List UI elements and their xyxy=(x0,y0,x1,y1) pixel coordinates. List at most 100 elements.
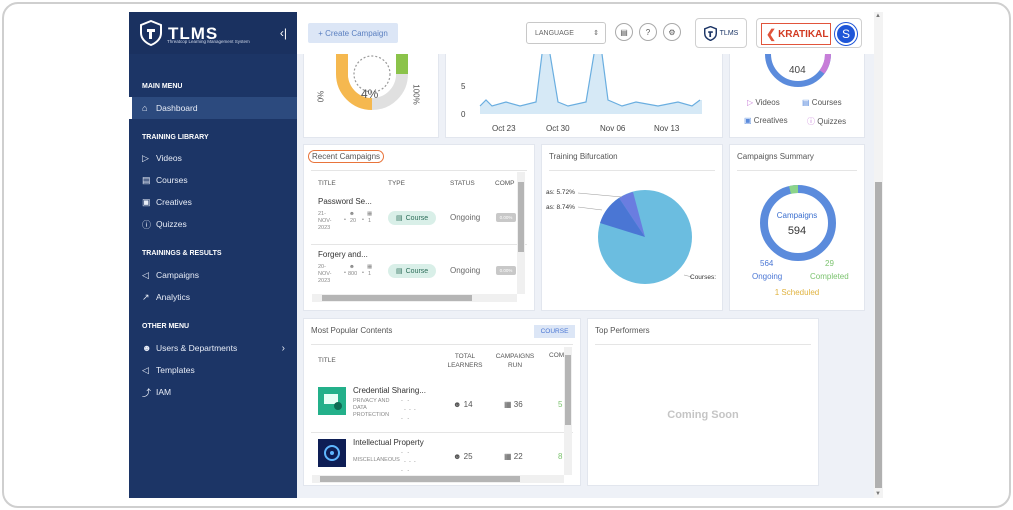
app: TLMS Threatcop Learning Management Syste… xyxy=(129,12,883,498)
y-tick-0: 0 xyxy=(461,110,466,119)
home-icon: ⌂ xyxy=(142,103,148,113)
scroll-thumb[interactable] xyxy=(320,476,520,482)
gauge-min-label: 0% xyxy=(316,90,326,103)
gauge-max-label: 100% xyxy=(411,84,421,105)
legend-creatives: ▣ Creatives xyxy=(744,116,788,125)
col-completion: COMP xyxy=(495,180,515,187)
learners-icon: ☻ xyxy=(453,452,462,461)
book-icon: ▤ xyxy=(142,174,151,185)
sidebar-item-templates[interactable]: ◁ Templates xyxy=(129,359,297,381)
sidebar-item-dashboard[interactable]: ⌂ Dashboard xyxy=(129,97,297,119)
sidebar-item-users-departments[interactable]: ☻ Users & Departments › xyxy=(129,337,297,359)
scroll-thumb[interactable] xyxy=(322,295,472,301)
sidebar-item-analytics[interactable]: ↗ Analytics xyxy=(129,286,297,308)
completion-pill: 0.00% xyxy=(496,213,516,222)
col-status: STATUS xyxy=(450,180,475,187)
sidebar-item-label: Templates xyxy=(156,365,195,375)
horizontal-scrollbar[interactable] xyxy=(312,475,564,483)
avatar[interactable]: S xyxy=(835,23,857,45)
brand: TLMS Threatcop Learning Management Syste… xyxy=(129,12,297,54)
megaphone-icon: ◁ xyxy=(142,269,149,280)
tlms-badge-label: TLMS xyxy=(719,29,739,37)
scroll-thumb[interactable] xyxy=(875,182,882,488)
course-filter-badge[interactable]: COURSE xyxy=(534,325,575,338)
learners-icon: ☻ xyxy=(453,400,462,409)
dot-separator-icon: • xyxy=(362,217,364,223)
dot-separator-icon: - - - - -- - xyxy=(401,398,416,422)
create-campaign-button[interactable]: + Create Campaign xyxy=(308,23,398,43)
sidebar-item-videos[interactable]: ▷ Videos xyxy=(129,147,297,169)
campaigns-summary-card: Campaigns Summary Campaigns 594 564 Ongo… xyxy=(729,144,865,311)
brand-subtitle: Threatcop Learning Management System xyxy=(167,39,250,44)
section-training-library: TRAINING LIBRARY xyxy=(142,134,209,141)
sidebar-item-creatives[interactable]: ▣ Creatives xyxy=(129,191,297,213)
campaigns-summary-title: Campaigns Summary xyxy=(737,152,814,161)
collapse-sidebar-icon[interactable]: ‹| xyxy=(279,26,287,40)
completed-value: 29 xyxy=(825,259,834,268)
scroll-thumb[interactable] xyxy=(565,355,571,425)
horizontal-scrollbar[interactable] xyxy=(312,294,517,302)
gear-icon[interactable]: ⚙ xyxy=(663,23,681,41)
section-other-menu: OTHER MENU xyxy=(142,323,190,330)
pie-label-1: as: 5.72% xyxy=(546,189,575,196)
org-logo: ❮ KRATIKAL xyxy=(761,23,831,45)
sidebar-item-label: Analytics xyxy=(156,292,191,302)
language-select-label: LANGUAGE xyxy=(535,29,574,37)
tlms-badge[interactable]: TLMS xyxy=(695,18,747,48)
campaign-title: Forgery and... xyxy=(318,250,368,259)
scroll-thumb[interactable] xyxy=(518,182,524,252)
sidebar-item-label: Quizzes xyxy=(156,219,187,229)
popular-contents-title: Most Popular Contents xyxy=(311,326,393,335)
brand-name: TLMS xyxy=(168,23,219,43)
campaign-status: Ongoing xyxy=(450,266,481,275)
sidebar-item-iam[interactable]: ⤴ IAM xyxy=(129,381,297,403)
ring-center-total: 594 xyxy=(787,225,807,237)
runs-icon: ▦ xyxy=(504,400,512,409)
y-tick-5: 5 xyxy=(461,82,466,91)
vertical-scrollbar[interactable] xyxy=(564,347,572,475)
campaigns-ring-chart xyxy=(760,185,836,261)
language-select[interactable]: LANGUAGE ⇕ xyxy=(526,22,606,44)
scroll-up-icon[interactable]: ▲ xyxy=(875,13,881,19)
org-switcher[interactable]: ❮ KRATIKAL S xyxy=(756,18,862,48)
content-summary-card: 404 ▷ Videos ▤ Courses ▣ Creatives ⓘ Qui… xyxy=(729,54,865,138)
campaign-status: Ongoing xyxy=(450,213,481,222)
book-icon: ▤ xyxy=(396,268,403,275)
completion-gauge-card: 4% 0% 100% xyxy=(303,54,439,138)
divider xyxy=(311,432,573,433)
book-icon[interactable]: ▤ xyxy=(615,23,633,41)
chart-icon: ↗ xyxy=(142,291,150,302)
recent-campaigns-card: Recent Campaigns TITLE TYPE STATUS COMP … xyxy=(303,144,535,311)
megaphone-icon: ◁ xyxy=(142,364,149,375)
ongoing-value: 564 xyxy=(760,259,774,268)
help-icon[interactable]: ? xyxy=(639,23,657,41)
thumbnail-illustration-icon xyxy=(324,445,340,461)
content-thumbnail xyxy=(318,387,346,415)
coming-soon-text: Coming Soon xyxy=(667,409,739,421)
book-icon: ▤ xyxy=(802,98,810,107)
image-icon: ▣ xyxy=(744,116,752,125)
content-title: Intellectual Property xyxy=(353,438,424,447)
learners-count: ☻ 14 xyxy=(453,400,473,409)
runs-icon: ▦ xyxy=(367,264,373,270)
scroll-down-icon[interactable]: ▼ xyxy=(875,491,881,497)
training-bifurcation-title: Training Bifurcation xyxy=(549,152,618,161)
activity-line-chart xyxy=(479,54,702,114)
col-type: TYPE xyxy=(388,180,405,187)
main-vertical-scrollbar[interactable]: ▲ ▼ xyxy=(874,12,883,498)
vertical-scrollbar[interactable] xyxy=(517,172,525,294)
sidebar-item-campaigns[interactable]: ◁ Campaigns xyxy=(129,264,297,286)
learners-value: 14 xyxy=(463,400,473,409)
sidebar-item-quizzes[interactable]: ⓘ Quizzes xyxy=(129,213,297,235)
thumbnail-illustration-icon xyxy=(324,394,342,410)
pie-label-courses: Courses: xyxy=(690,274,717,281)
legend-courses: ▤ Courses xyxy=(802,98,842,107)
tlms-logo-icon xyxy=(703,25,717,41)
sidebar-item-courses[interactable]: ▤ Courses xyxy=(129,169,297,191)
training-bifurcation-card: Training Bifurcation as: 5.72% as: 8.74%… xyxy=(541,144,723,311)
sidebar-item-label: Courses xyxy=(156,175,188,185)
col-total-learners: TOTAL LEARNERS xyxy=(447,353,483,369)
ring-center-label: Campaigns xyxy=(776,211,818,220)
runs-icon: ▦ xyxy=(367,211,373,217)
org-name: KRATIKAL xyxy=(778,28,829,40)
